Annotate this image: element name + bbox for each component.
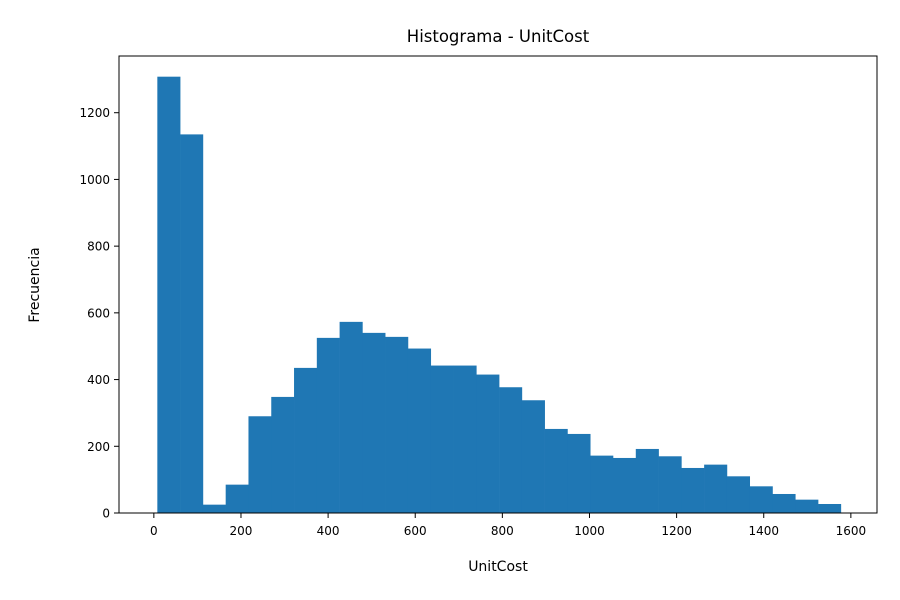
histogram-bar [180,134,204,514]
x-tick-label: 1400 [748,524,779,538]
histogram-bar [362,332,386,513]
histogram-bar [772,493,796,513]
histogram-bar [407,348,432,513]
histogram-bar [316,337,340,513]
histogram-bar [613,457,637,513]
histogram-bar [749,486,773,513]
y-tick-label: 200 [87,440,110,454]
y-tick-label: 800 [87,240,110,254]
histogram-bar [294,367,318,513]
histogram-bar [704,464,728,513]
histogram-bar [544,428,568,513]
y-tick-label: 400 [87,373,110,387]
x-axis-label: UnitCost [468,559,528,575]
histogram-bar [476,374,500,513]
histogram-bar [521,400,545,513]
histogram-bar [157,76,181,513]
x-tick-label: 1000 [574,524,605,538]
x-tick-label: 1200 [661,524,692,538]
y-axis-ticks: 0 200 400 600 800 1000 1200 [79,106,119,521]
y-tick-label: 1000 [79,173,110,187]
histogram-bar [567,433,591,513]
x-axis-ticks: 0 200 400 600 800 1000 1200 1400 1600 [150,513,866,538]
y-axis-label: Frecuencia [27,247,43,322]
histogram-bar [248,416,272,513]
x-tick-label: 1600 [836,524,867,538]
y-tick-label: 1200 [79,106,110,120]
histogram-bar [430,365,454,513]
x-tick-label: 400 [317,524,340,538]
y-tick-label: 600 [87,306,110,320]
histogram-bar [818,503,842,513]
x-tick-label: 200 [230,524,253,538]
histogram-bar [590,455,614,513]
histogram-bar [453,365,477,513]
x-tick-label: 800 [491,524,514,538]
histogram-bar [339,321,363,513]
x-tick-label: 600 [404,524,427,538]
histogram-bar [225,484,249,513]
histogram-bar [726,476,751,513]
histogram-bar [202,504,226,513]
histogram-bar [271,396,295,513]
histogram-bar [385,336,409,513]
chart-title: Histograma - UnitCost [407,27,590,46]
histogram-bar [795,499,819,513]
histogram-bar [499,387,523,513]
histogram-bar [658,456,682,513]
y-tick-label: 0 [102,507,110,521]
histogram-bars [157,76,842,514]
histogram-bar [681,467,705,513]
x-tick-label: 0 [150,524,158,538]
plot-frame [118,55,878,514]
histogram-bar [635,448,659,513]
